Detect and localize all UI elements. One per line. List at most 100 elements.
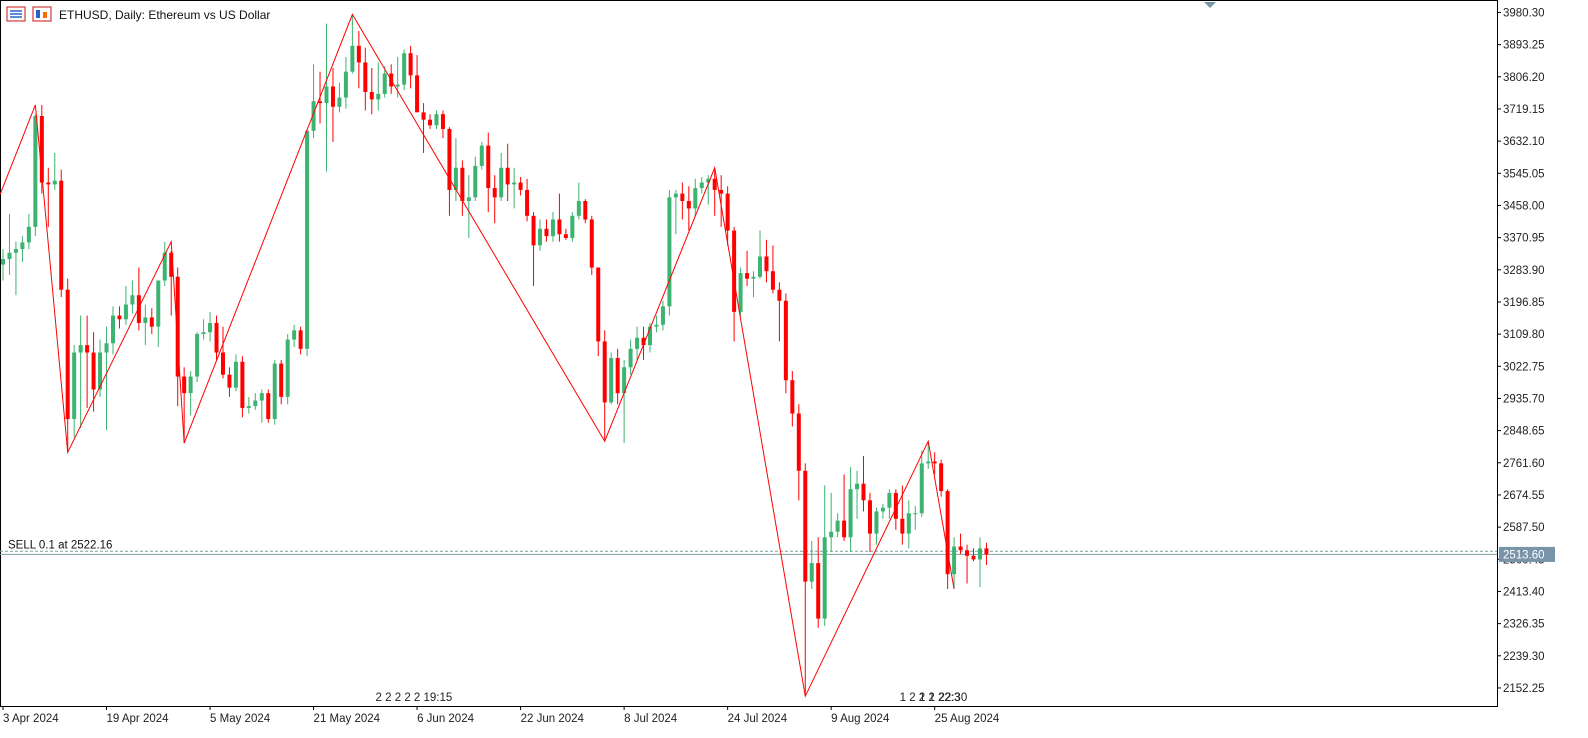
candle-body [272, 363, 277, 420]
candle-body [318, 101, 323, 104]
y-tick-label: 3109.80 [1503, 329, 1545, 341]
bear-candle [505, 143, 510, 202]
x-tick-label: 9 Aug 2024 [831, 713, 890, 725]
candle-body [356, 45, 361, 63]
bear-candle [544, 219, 549, 242]
candle-body [641, 337, 646, 346]
scroll-marker-icon[interactable] [1204, 2, 1216, 8]
candle-body [311, 101, 316, 131]
bear-candle [712, 167, 717, 216]
bear-candle [719, 175, 724, 227]
x-tick-label: 25 Aug 2024 [935, 713, 1000, 725]
candle-body [453, 167, 458, 190]
candle-body [939, 463, 944, 492]
bull-candle [473, 156, 478, 202]
time-marker-label: 1 1 [919, 692, 935, 704]
zigzag-line [0, 13, 955, 698]
y-tick-label: 3545.05 [1503, 168, 1545, 180]
bear-candle [596, 267, 601, 357]
candle-body [492, 188, 497, 198]
bull-candle [246, 396, 251, 414]
y-tick-label: 2761.60 [1503, 458, 1545, 470]
bear-candle [531, 212, 536, 287]
candle-body [544, 228, 549, 237]
bear-candle [796, 404, 801, 501]
bull-candle [350, 14, 355, 74]
candle-body [46, 182, 51, 185]
bear-candle [440, 110, 445, 139]
bear-candle [330, 67, 335, 142]
candle-body [893, 492, 898, 519]
time-axis[interactable]: 3 Apr 2024 19 Apr 2024 5 May 2024 21 May 20… [2, 706, 1000, 725]
bull-candle [667, 189, 672, 316]
candle-body [143, 317, 148, 323]
candle-body [751, 276, 756, 279]
candle-body [382, 73, 387, 94]
bear-candle [816, 537, 821, 628]
candle-body [39, 116, 44, 183]
bull-candle [913, 505, 918, 530]
chart-properties-icon[interactable] [32, 6, 52, 22]
bear-candle [214, 315, 219, 360]
bear-candle [861, 455, 866, 512]
candle-body [596, 267, 601, 342]
candle-body [680, 193, 685, 202]
candle-body [466, 197, 471, 202]
candle-body [770, 271, 775, 290]
list-icon[interactable] [6, 6, 26, 22]
bear-candle [356, 31, 361, 89]
time-marker-label: 2 2 2 2 2 19:15 [376, 692, 453, 704]
candle-body [816, 563, 821, 619]
candle-body [855, 483, 860, 490]
bull-candle [751, 271, 756, 298]
candle-body [266, 393, 271, 420]
time-marker: 2 2 2 2 2 19:15 [376, 692, 453, 704]
bear-candle [39, 104, 44, 194]
time-marker-label: 22:30 [938, 692, 967, 704]
candle-body [363, 62, 368, 93]
bull-candle [809, 540, 814, 590]
bear-candle [447, 127, 452, 216]
candle-body [531, 215, 536, 246]
bear-candle [117, 306, 122, 329]
candle-body [505, 167, 510, 185]
candle-body [220, 352, 225, 375]
y-tick-label: 3196.85 [1503, 297, 1545, 309]
bull-candle [822, 485, 827, 626]
candle-body [408, 53, 413, 76]
bull-candle [550, 212, 555, 242]
x-tick-label: 21 May 2024 [314, 713, 381, 725]
price-axis[interactable]: 3980.30 3893.25 3806.20 3719.15 3632.10 3545.… [1497, 7, 1545, 695]
candle-body [829, 531, 834, 538]
time-marker: 1 2 2 2 22:3 [900, 692, 961, 704]
bull-candle [499, 152, 504, 202]
bear-candle [492, 175, 497, 224]
y-tick-label: 3893.25 [1503, 40, 1545, 52]
candle-body [835, 520, 840, 532]
candle-body [72, 352, 77, 420]
bull-candle [110, 306, 115, 355]
candle-body [298, 330, 303, 349]
candle-body [149, 317, 154, 327]
bear-candle [641, 326, 646, 360]
bear-candle [764, 239, 769, 283]
time-markers-layer: 2 2 2 2 2 19:15 1 2 2 2 22:31 1 22:30 [376, 692, 968, 704]
candle-body [460, 167, 465, 202]
bear-candle [240, 356, 245, 418]
y-tick-label: 2587.50 [1503, 522, 1545, 534]
candle-body [156, 280, 161, 327]
candle-body [279, 363, 284, 397]
candle-body [104, 343, 109, 353]
candle-body [512, 182, 517, 185]
candle-body [648, 326, 652, 346]
candle-body [479, 145, 484, 166]
bull-candle [78, 315, 83, 429]
candle-body [706, 178, 711, 183]
y-tick-label: 2326.35 [1503, 619, 1545, 631]
candle-body [732, 230, 737, 312]
y-tick-label: 3980.30 [1503, 7, 1545, 19]
candle-body [26, 226, 31, 243]
bear-candle [971, 548, 976, 562]
bull-candle [156, 280, 161, 347]
